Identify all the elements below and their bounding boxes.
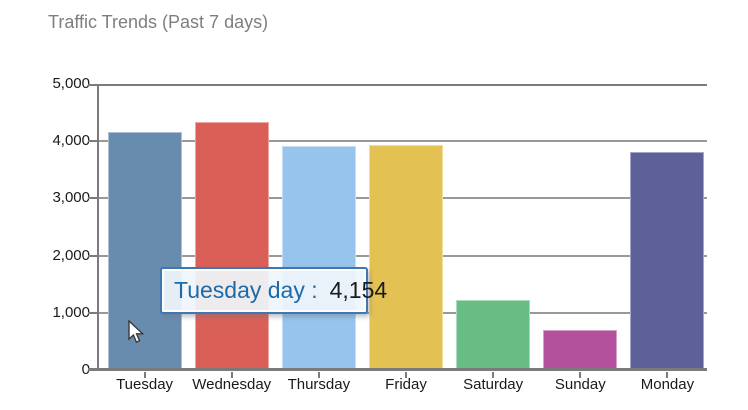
x-tick-wednesday — [230, 372, 233, 378]
chart-title: Traffic Trends (Past 7 days) — [48, 12, 269, 32]
x-axis-label-sunday: Sunday — [554, 376, 606, 393]
plot-area — [88, 84, 707, 371]
x-axis-label-saturday: Saturday — [463, 376, 524, 393]
x-axis-label-wednesday: Wednesday — [192, 376, 272, 393]
tooltip-label: Tuesday day : — [174, 277, 318, 303]
x-axis-line — [88, 368, 707, 371]
y-tick-2000 — [88, 254, 97, 257]
x-axis-label-friday: Friday — [385, 376, 427, 393]
x-tick-sunday — [579, 372, 582, 378]
y-tick-1000 — [88, 311, 97, 314]
y-axis-label-5000: 5,000 — [52, 75, 90, 92]
y-axis-label-3000: 3,000 — [52, 189, 90, 207]
bar-wednesday[interactable] — [194, 122, 269, 370]
y-axis-label-4000: 4,000 — [52, 132, 90, 150]
x-axis-label-thursday: Thursday — [287, 376, 351, 393]
y-tick-5000 — [88, 84, 97, 86]
x-axis-label-monday: Monday — [640, 376, 695, 393]
gridline-4000 — [97, 140, 707, 143]
gridline-5000 — [97, 84, 707, 86]
tooltip-value: 4,154 — [329, 277, 388, 303]
bar-tuesday[interactable] — [107, 132, 182, 370]
mouse-cursor-icon — [128, 320, 145, 344]
y-axis-label-1000: 1,000 — [52, 303, 90, 321]
x-axis-label-tuesday: Tuesday — [116, 376, 174, 393]
y-axis-label-0: 0 — [81, 361, 90, 378]
y-tick-3000 — [88, 197, 97, 200]
bar-thursday[interactable] — [281, 146, 356, 370]
x-tick-friday — [405, 372, 407, 378]
bar-saturday[interactable] — [456, 299, 531, 370]
x-tick-tuesday — [143, 372, 146, 378]
bar-monday[interactable] — [630, 151, 705, 370]
bar-sunday[interactable] — [543, 329, 618, 370]
bar-friday[interactable] — [369, 144, 443, 370]
y-axis-label-2000: 2,000 — [52, 246, 90, 264]
x-tick-thursday — [317, 372, 320, 378]
y-axis-line — [97, 84, 99, 371]
x-tick-saturday — [492, 372, 495, 378]
y-tick-4000 — [88, 140, 97, 143]
tooltip: Tuesday day : 4,154 — [160, 267, 387, 314]
x-tick-monday — [666, 372, 669, 378]
